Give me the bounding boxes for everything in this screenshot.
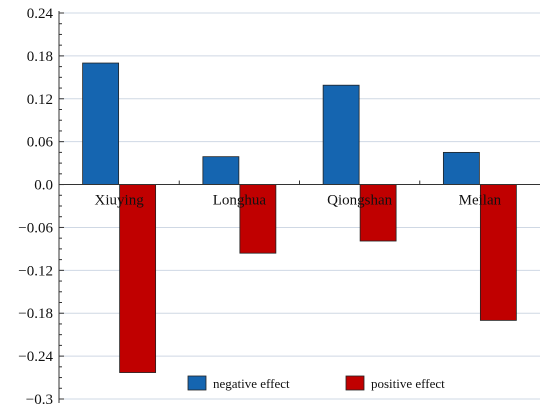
y-tick-label: 0.0 [34,178,53,194]
y-tick-label: −0.12 [18,263,53,279]
bars [82,62,517,373]
y-tick-label: 0.24 [27,6,54,22]
x-tick-label: Qiongshan [327,193,392,209]
bar-positive-effect-xiuying [119,184,157,373]
legend: negative effect positive effect [187,375,445,391]
y-tick-label: −0.24 [18,349,53,365]
bar-positive-effect-qiongshan [359,184,397,242]
legend-label: positive effect [371,376,445,391]
legend-label: negative effect [213,376,290,391]
y-tick-label: 0.12 [27,92,53,108]
y-axis: 0.24 0.18 0.12 0.06 0.0 −0.06 −0.12 −0.18 −0.24 −… [18,6,64,408]
x-tick-label: Xiuying [95,193,145,209]
bar-negative-effect-meilan [442,151,480,185]
bar-negative-effect-qiongshan [322,84,360,185]
x-axis: Xiuying Longhua Qiongshan Meilan [59,180,540,209]
bar-negative-effect-longhua [202,156,240,185]
bar-positive-effect-meilan [479,184,517,321]
bar-negative-effect-xiuying [82,62,120,185]
legend-swatch [345,375,365,391]
x-tick-label: Meilan [459,193,502,209]
legend-swatch [187,375,207,391]
x-tick-label: Longhua [213,193,267,209]
y-tick-label: 0.06 [27,135,54,151]
y-tick-label: −0.06 [18,220,53,236]
y-tick-label: −0.18 [18,306,53,322]
y-tick-label: 0.18 [27,49,53,65]
y-tick-label: −0.3 [26,392,53,408]
